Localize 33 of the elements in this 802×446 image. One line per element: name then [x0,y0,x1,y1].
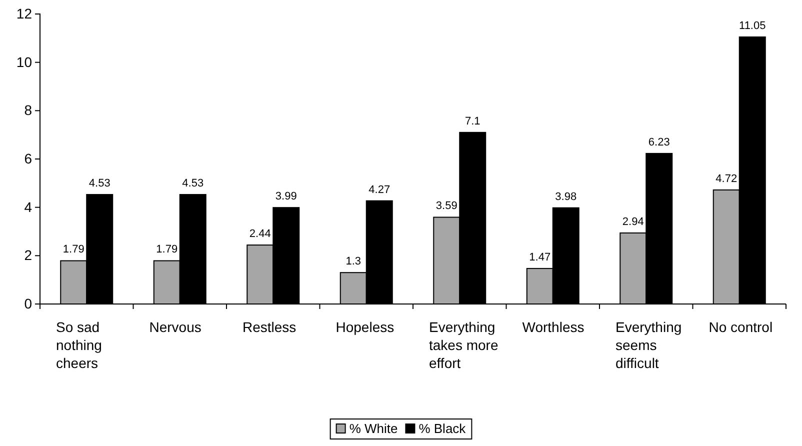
x-tick-label: No control [708,319,773,335]
y-tick-label: 12 [16,5,32,22]
data-label: 4.53 [88,178,110,190]
data-label: 11.05 [739,20,766,32]
data-label: 2.94 [622,216,644,228]
y-tick-label: 2 [24,247,32,264]
data-label: 3.98 [555,190,577,203]
x-tick-label: So sad nothing cheers [56,319,102,371]
y-tick-label: 4 [24,198,32,215]
data-label: 1.47 [529,251,551,264]
data-label: 4.53 [182,178,204,190]
data-label: 1.79 [156,244,178,256]
x-tick-label: Nervous [149,319,202,335]
legend-label: % White [349,421,398,436]
data-label: 4.27 [368,184,390,196]
y-tick-label: 0 [24,295,32,312]
x-tick-label: Hopeless [336,319,394,335]
data-label: 6.23 [648,136,670,148]
x-tick-label: Everything seems difficult [616,319,682,371]
data-label: 2.44 [249,228,271,240]
data-label: 7.1 [464,115,480,128]
y-tick-label: 10 [16,54,32,70]
y-tick-label: 8 [24,102,32,118]
legend-label: % Black [418,421,466,436]
x-tick-label: Restless [242,319,296,335]
x-tick-label: Everything takes more effort [429,319,498,371]
x-tick-label: Worthless [522,319,584,335]
data-label: 1.3 [346,256,362,268]
data-label: 3.59 [436,200,458,212]
data-label: 3.99 [275,190,297,203]
y-tick-label: 6 [24,150,32,166]
data-label: 4.72 [716,172,738,185]
data-label: 1.79 [62,244,84,256]
